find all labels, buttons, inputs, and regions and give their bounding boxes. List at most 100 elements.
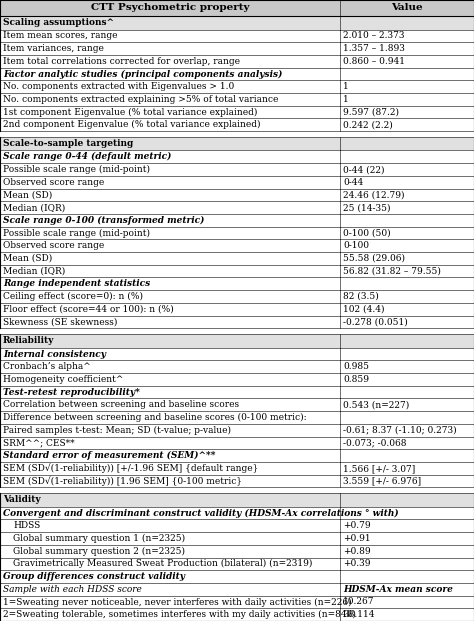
Bar — [0, 214, 474, 227]
Text: Value: Value — [392, 4, 423, 12]
Bar — [0, 329, 474, 334]
Text: Global summary question 1 (n=2325): Global summary question 1 (n=2325) — [13, 534, 185, 543]
Text: Floor effect (score=44 or 100): n (%): Floor effect (score=44 or 100): n (%) — [3, 305, 174, 314]
Bar — [0, 462, 474, 474]
Bar — [0, 265, 474, 278]
Text: SEM (SD√(1-reliability)) [+/-1.96 SEM] {default range}: SEM (SD√(1-reliability)) [+/-1.96 SEM] {… — [3, 463, 258, 473]
Text: +0.89: +0.89 — [343, 546, 371, 556]
Text: 82 (3.5): 82 (3.5) — [343, 292, 379, 301]
Text: Median (IQR): Median (IQR) — [3, 266, 65, 276]
Bar — [0, 411, 474, 424]
Bar — [0, 399, 474, 411]
Text: -0.278 (0.051): -0.278 (0.051) — [343, 317, 408, 327]
Bar — [0, 93, 474, 106]
Bar — [0, 532, 474, 545]
Bar — [0, 42, 474, 55]
Text: 25 (14-35): 25 (14-35) — [343, 203, 391, 212]
Text: Scale-to-sample targeting: Scale-to-sample targeting — [3, 139, 133, 148]
Text: 0.543 (n=227): 0.543 (n=227) — [343, 401, 410, 409]
Bar — [0, 437, 474, 449]
Text: Reliability: Reliability — [3, 337, 55, 345]
Bar — [0, 55, 474, 68]
Text: Skewness (SE skewness): Skewness (SE skewness) — [3, 317, 118, 327]
Text: 24.46 (12.79): 24.46 (12.79) — [343, 191, 405, 199]
Text: 2nd component Eigenvalue (% total variance explained): 2nd component Eigenvalue (% total varian… — [3, 120, 261, 129]
Bar — [0, 30, 474, 42]
Bar — [0, 201, 474, 214]
Text: Observed score range: Observed score range — [3, 241, 104, 250]
Bar — [0, 150, 474, 163]
Text: +0.39: +0.39 — [343, 560, 371, 568]
Text: -0.073; -0.068: -0.073; -0.068 — [343, 438, 407, 447]
Text: Global summary question 2 (n=2325): Global summary question 2 (n=2325) — [13, 546, 185, 556]
Text: SRM^^; CES**: SRM^^; CES** — [3, 438, 74, 447]
Text: 1.566 [+/- 3.07]: 1.566 [+/- 3.07] — [343, 464, 416, 473]
Text: Scale range 0-100 (transformed metric): Scale range 0-100 (transformed metric) — [3, 215, 204, 225]
Text: SEM (SD√(1-reliability)) [1.96 SEM] {0-100 metric}: SEM (SD√(1-reliability)) [1.96 SEM] {0-1… — [3, 476, 242, 486]
Text: Item total correlations corrected for overlap, range: Item total correlations corrected for ov… — [3, 57, 240, 66]
Bar — [0, 519, 474, 532]
Text: 0-44 (22): 0-44 (22) — [343, 165, 385, 174]
Bar — [0, 449, 474, 462]
Bar — [0, 545, 474, 558]
Text: Validity: Validity — [3, 496, 41, 504]
Text: Item mean scores, range: Item mean scores, range — [3, 32, 118, 40]
Bar — [0, 315, 474, 329]
Text: Group differences construct validity: Group differences construct validity — [3, 572, 185, 581]
Text: 0-100: 0-100 — [343, 241, 369, 250]
Bar — [0, 493, 474, 507]
Bar — [0, 596, 474, 609]
Bar — [0, 0, 474, 16]
Bar — [0, 609, 474, 621]
Text: No. components extracted explaining >5% of total variance: No. components extracted explaining >5% … — [3, 95, 278, 104]
Text: Median (IQR): Median (IQR) — [3, 203, 65, 212]
Text: 2=Sweating tolerable, sometimes interferes with my daily activities (n=848): 2=Sweating tolerable, sometimes interfer… — [3, 610, 356, 619]
Bar — [0, 360, 474, 373]
Text: 9.597 (87.2): 9.597 (87.2) — [343, 107, 399, 117]
Bar — [0, 583, 474, 596]
Text: Homogeneity coefficient^: Homogeneity coefficient^ — [3, 375, 123, 384]
Text: Item variances, range: Item variances, range — [3, 44, 104, 53]
Bar — [0, 570, 474, 583]
Bar — [0, 131, 474, 137]
Text: Possible scale range (mid-point): Possible scale range (mid-point) — [3, 165, 150, 174]
Bar — [0, 106, 474, 119]
Text: +0.79: +0.79 — [343, 521, 371, 530]
Bar — [0, 474, 474, 487]
Text: Range independent statistics: Range independent statistics — [3, 279, 150, 288]
Text: Scale range 0-44 (default metric): Scale range 0-44 (default metric) — [3, 152, 172, 161]
Bar — [0, 290, 474, 303]
Text: Convergent and discriminant construct validity (HDSM-Ax correlations ° with): Convergent and discriminant construct va… — [3, 509, 399, 518]
Text: 102 (4.4): 102 (4.4) — [343, 305, 385, 314]
Text: Test-retest reproducibility*: Test-retest reproducibility* — [3, 388, 140, 397]
Bar — [0, 348, 474, 360]
Bar — [0, 227, 474, 239]
Text: 0-100 (50): 0-100 (50) — [343, 229, 391, 237]
Text: Factor analytic studies (principal components analysis): Factor analytic studies (principal compo… — [3, 70, 283, 78]
Text: Scaling assumptions^: Scaling assumptions^ — [3, 18, 114, 27]
Bar — [0, 507, 474, 519]
Bar — [0, 334, 474, 348]
Bar — [0, 119, 474, 131]
Text: Observed score range: Observed score range — [3, 178, 104, 187]
Text: Correlation between screening and baseline scores: Correlation between screening and baseli… — [3, 401, 239, 409]
Text: Gravimetrically Measured Sweat Production (bilateral) (n=2319): Gravimetrically Measured Sweat Productio… — [13, 560, 312, 568]
Text: 1: 1 — [343, 95, 349, 104]
Text: 38.114: 38.114 — [343, 610, 375, 619]
Text: HDSS: HDSS — [13, 521, 40, 530]
Text: Cronbach’s alpha^: Cronbach’s alpha^ — [3, 362, 91, 371]
Text: 56.82 (31.82 – 79.55): 56.82 (31.82 – 79.55) — [343, 266, 441, 276]
Bar — [0, 189, 474, 201]
Text: No. components extracted with Eigenvalues > 1.0: No. components extracted with Eigenvalue… — [3, 82, 234, 91]
Text: Sample with each HDSS score: Sample with each HDSS score — [3, 585, 142, 594]
Text: 10.267: 10.267 — [343, 597, 375, 607]
Text: 1: 1 — [343, 82, 349, 91]
Bar — [0, 163, 474, 176]
Text: 0.985: 0.985 — [343, 362, 369, 371]
Text: Mean (SD): Mean (SD) — [3, 254, 52, 263]
Bar — [0, 16, 474, 30]
Bar — [0, 80, 474, 93]
Text: 55.58 (29.06): 55.58 (29.06) — [343, 254, 405, 263]
Text: 1st component Eigenvalue (% total variance explained): 1st component Eigenvalue (% total varian… — [3, 107, 257, 117]
Text: -0.61; 8.37 (-1.10; 0.273): -0.61; 8.37 (-1.10; 0.273) — [343, 425, 457, 435]
